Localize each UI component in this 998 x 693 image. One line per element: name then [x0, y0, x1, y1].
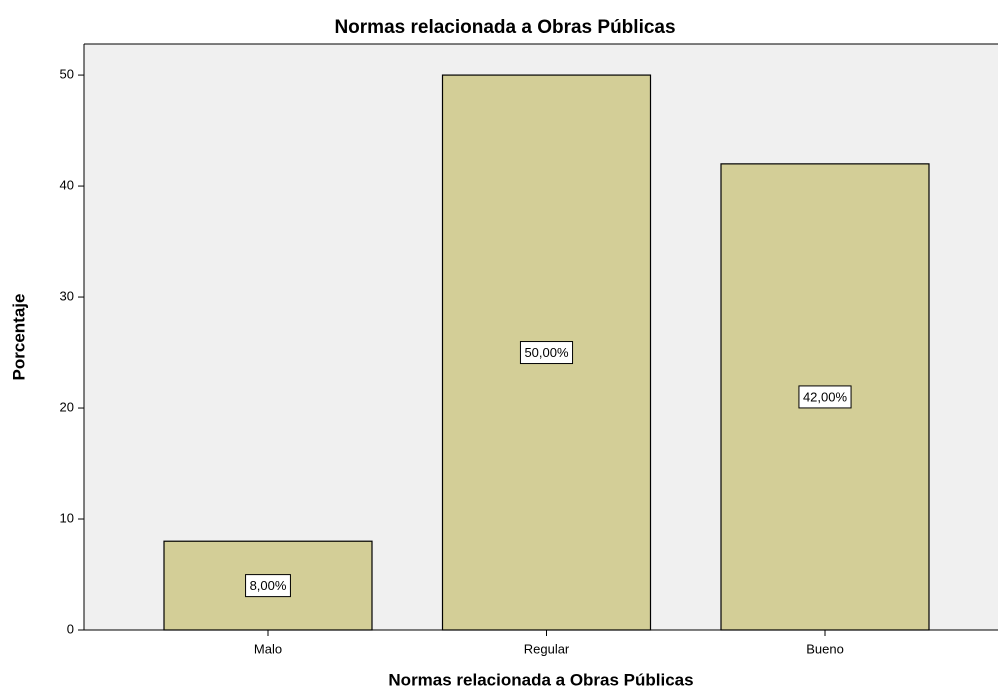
value-label: 8,00% — [250, 578, 287, 593]
y-tick-label: 10 — [60, 510, 74, 525]
value-label: 42,00% — [803, 389, 848, 404]
y-tick-label: 50 — [60, 67, 74, 82]
y-tick-label: 20 — [60, 399, 74, 414]
value-label-box — [798, 385, 852, 409]
x-tick-label: Bueno — [806, 641, 844, 656]
x-tick-label: Malo — [254, 641, 282, 656]
chart-title: Normas relacionada a Obras Públicas — [334, 17, 675, 38]
y-tick-label: 40 — [60, 177, 74, 192]
bar — [163, 540, 373, 631]
y-tick-label: 30 — [60, 288, 74, 303]
value-label-box — [519, 341, 574, 365]
value-label: 50,00% — [524, 345, 569, 360]
y-axis-title: Porcentaje — [9, 294, 28, 381]
value-label-box — [245, 574, 291, 598]
x-tick-label: Regular — [524, 641, 570, 656]
x-axis-title: Normas relacionada a Obras Públicas — [388, 670, 693, 689]
y-tick-label: 0 — [67, 621, 74, 636]
